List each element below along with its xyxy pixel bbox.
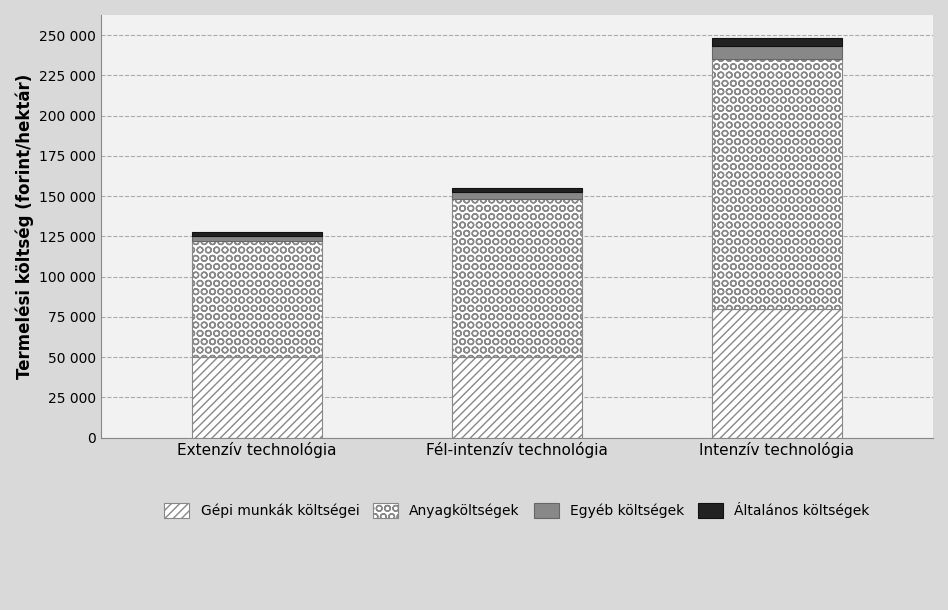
Bar — [191, 235, 322, 241]
Bar — [712, 46, 842, 59]
Bar — [191, 357, 322, 437]
Bar — [452, 188, 582, 192]
Legend: Gépi munkák költségei, Anyagköltségek, Egyéb költségek, Általános költségek: Gépi munkák költségei, Anyagköltségek, E… — [159, 497, 875, 523]
Bar — [191, 232, 322, 235]
Bar — [452, 199, 582, 357]
Y-axis label: Termelési költség (forint/hektár): Termelési költség (forint/hektár) — [15, 74, 33, 379]
Bar — [712, 309, 842, 437]
Bar — [712, 38, 842, 46]
Bar — [191, 241, 322, 357]
Bar — [452, 192, 582, 199]
Bar — [712, 59, 842, 309]
Bar — [452, 357, 582, 437]
